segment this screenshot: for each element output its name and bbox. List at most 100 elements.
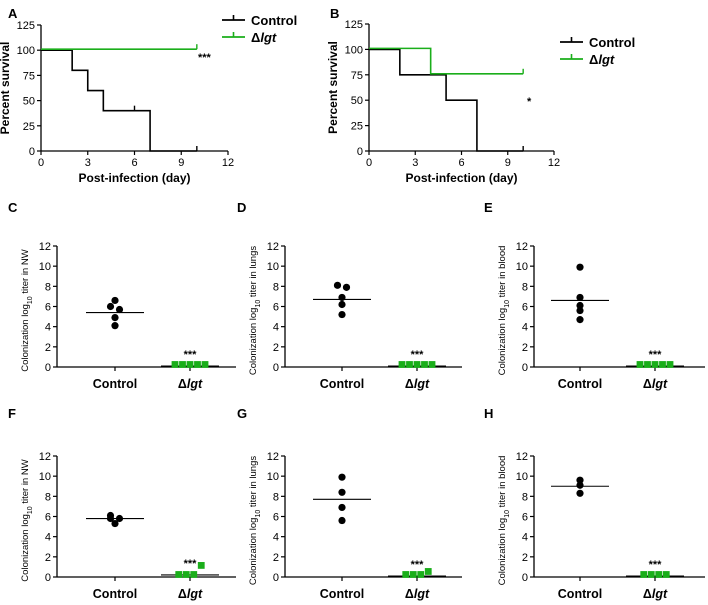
y-tick-label: 12 <box>267 451 279 463</box>
y-title-suffix: titer in blood <box>497 246 508 300</box>
x-tick-label: 12 <box>548 157 560 169</box>
data-point-mutant <box>179 361 186 368</box>
panel-label: E <box>484 200 493 215</box>
y-title-prefix: Colonization log <box>20 304 31 372</box>
y-tick-label: 0 <box>273 362 279 374</box>
panel-label: D <box>237 200 246 215</box>
y-axis-title: Colonization log10 titer in NW <box>20 249 34 371</box>
data-point-mutant <box>655 571 663 578</box>
category-label: Control <box>320 587 364 601</box>
data-point-mutant <box>659 361 666 368</box>
data-point-control <box>576 476 584 484</box>
x-axis-title: Post-infection (day) <box>405 171 517 185</box>
y-tick-label: 100 <box>345 44 363 56</box>
y-tick-label: 12 <box>516 241 528 253</box>
strain-name: lgt <box>652 377 668 391</box>
data-point-control <box>576 301 584 310</box>
data-point-mutant <box>197 562 205 569</box>
y-axis-title: Colonization log10 titer in blood <box>497 246 511 376</box>
delta-symbol: Δ <box>405 587 414 601</box>
y-tick-label: 4 <box>45 322 51 334</box>
strain-name: lgt <box>414 377 430 391</box>
data-point-mutant <box>182 571 190 578</box>
category-label: Control <box>558 377 602 391</box>
data-point-control <box>576 489 584 497</box>
y-axis-title: Colonization log10 titer in NW <box>20 459 34 581</box>
y-title-prefix: Colonization log <box>248 308 259 376</box>
y-tick-label: 8 <box>273 281 279 293</box>
y-tick-label: 25 <box>351 121 363 133</box>
significance-marker: *** <box>649 559 663 571</box>
data-point-mutant <box>666 361 674 368</box>
data-point-control <box>111 313 119 322</box>
strain-name: lgt <box>652 587 668 601</box>
y-tick-label: 6 <box>522 512 528 524</box>
category-label: Δlgt <box>643 377 668 391</box>
y-title-subscript: 10 <box>504 510 511 518</box>
delta-symbol: Δ <box>178 377 187 391</box>
data-point-mutant <box>647 571 655 578</box>
y-tick-label: 0 <box>45 572 51 584</box>
y-tick-label: 0 <box>45 362 51 374</box>
data-point-mutant <box>194 361 201 368</box>
y-tick-label: 10 <box>516 261 528 273</box>
significance-marker: *** <box>411 559 425 571</box>
y-tick-label: 2 <box>273 552 279 564</box>
strain-name: lgt <box>187 377 203 391</box>
y-title-subscript: 10 <box>255 300 262 308</box>
data-point-control <box>576 316 584 324</box>
data-point-control <box>338 503 346 512</box>
data-point-control <box>115 305 124 314</box>
panel-label: G <box>237 406 247 421</box>
y-tick-label: 12 <box>516 451 528 463</box>
y-tick-label: 8 <box>273 491 279 503</box>
survival-line-mutant <box>369 47 524 75</box>
data-point-control <box>338 300 346 309</box>
y-tick-label: 75 <box>351 70 363 82</box>
y-tick-label: 4 <box>45 532 51 544</box>
category-label: Control <box>320 377 364 391</box>
y-axis-title: Colonization log10 titer in blood <box>497 456 511 586</box>
y-axis-title: Colonization log10 titer in lungs <box>248 246 262 376</box>
data-point-control <box>576 481 584 489</box>
data-point-mutant <box>651 361 659 368</box>
y-tick-label: 6 <box>273 302 279 314</box>
y-title-suffix: titer in lungs <box>248 456 259 510</box>
y-tick-label: 2 <box>45 552 51 564</box>
data-point-control <box>111 296 119 305</box>
y-axis-title: Colonization log10 titer in lungs <box>248 456 262 586</box>
category-label: Control <box>558 587 602 601</box>
x-tick-label: 6 <box>458 157 464 169</box>
y-tick-label: 125 <box>345 19 363 31</box>
data-point-mutant <box>409 571 417 578</box>
y-title-prefix: Colonization log <box>20 514 31 582</box>
y-tick-label: 10 <box>267 471 279 483</box>
y-tick-label: 8 <box>522 281 528 293</box>
significance-marker: *** <box>411 349 425 361</box>
y-tick-label: 100 <box>17 45 35 57</box>
data-point-control <box>338 310 346 319</box>
y-tick-label: 6 <box>522 302 528 314</box>
data-point-control <box>106 302 115 311</box>
category-label: Δlgt <box>178 587 203 601</box>
y-tick-label: 2 <box>45 342 51 354</box>
data-point-mutant <box>428 361 436 368</box>
data-point-control <box>338 473 346 481</box>
significance-marker: *** <box>198 52 212 64</box>
data-point-mutant <box>421 361 428 368</box>
y-tick-label: 12 <box>39 451 51 463</box>
y-tick-label: 10 <box>39 261 51 273</box>
y-tick-label: 10 <box>267 261 279 273</box>
y-title-prefix: Colonization log <box>248 518 259 586</box>
y-title-suffix: titer in blood <box>497 456 508 510</box>
y-tick-label: 0 <box>29 146 35 158</box>
x-tick-label: 9 <box>505 157 511 169</box>
data-point-control <box>115 514 124 523</box>
data-point-control <box>576 263 584 271</box>
data-point-control <box>576 293 584 302</box>
y-title-prefix: Colonization log <box>497 308 508 376</box>
